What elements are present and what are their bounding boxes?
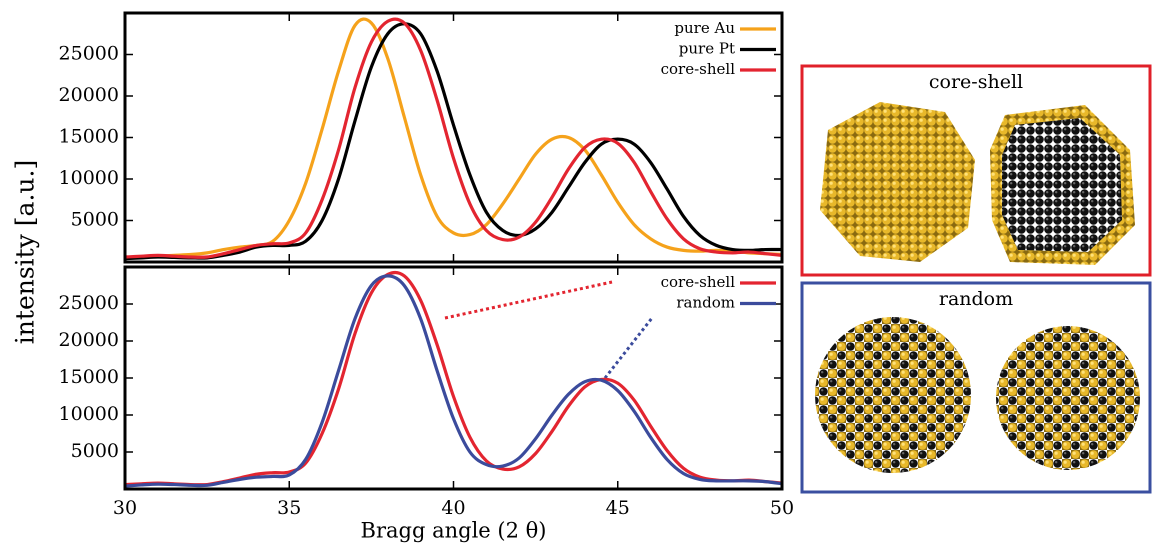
y-tick-label: 15000	[59, 366, 119, 388]
legend-label: core-shell	[661, 273, 736, 291]
y-tick-label: 5000	[71, 209, 119, 231]
x-tick-label: 35	[277, 497, 301, 519]
legend-label: random	[676, 294, 735, 312]
x-tick-label: 50	[770, 497, 794, 519]
x-tick-label: 40	[441, 497, 465, 519]
y-tick-label: 15000	[59, 126, 119, 148]
y-tick-label: 25000	[59, 43, 119, 65]
y-tick-label: 5000	[71, 440, 119, 462]
y-tick-label: 10000	[59, 403, 119, 425]
y-axis-label: intensity [a.u.]	[11, 160, 40, 344]
figure: 5000 10000 15000 20000 25000 pure Au pure Pt co…	[0, 0, 1155, 545]
core-shell-particle	[820, 102, 975, 262]
x-tick-label: 30	[113, 497, 137, 519]
y-tick-label: 20000	[59, 329, 119, 351]
annotation-line	[605, 318, 652, 378]
legend-label: pure Au	[674, 19, 735, 37]
inset-label: core-shell	[929, 71, 1023, 93]
y-tick-label: 10000	[59, 167, 119, 189]
annotation-line	[445, 282, 612, 318]
random-cut	[996, 326, 1140, 470]
y-tick-label: 20000	[59, 84, 119, 106]
random-particle	[815, 317, 971, 473]
legend-label: pure Pt	[679, 40, 735, 58]
x-axis-label: Bragg angle (2 θ)	[361, 519, 547, 543]
legend-label: core-shell	[661, 60, 736, 78]
y-tick-label: 25000	[59, 292, 119, 314]
inset-label: random	[939, 288, 1013, 310]
x-tick-label: 45	[606, 497, 630, 519]
